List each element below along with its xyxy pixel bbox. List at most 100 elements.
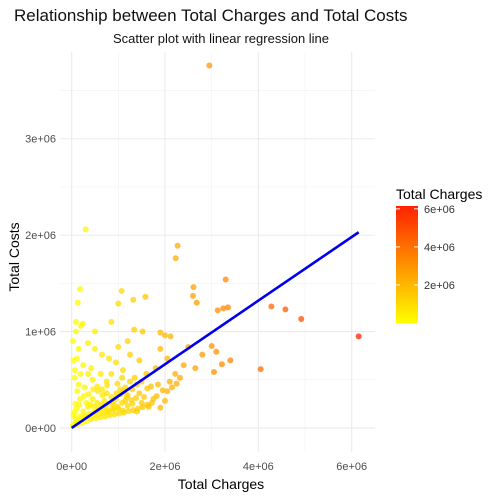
data-point: [76, 401, 83, 408]
data-point: [257, 366, 264, 373]
y-tick-label: 0e+00: [25, 423, 56, 435]
data-point: [131, 326, 138, 333]
x-tick-label: 6e+06: [336, 461, 367, 473]
data-point: [108, 318, 115, 325]
data-point: [108, 370, 115, 377]
data-point: [206, 62, 213, 69]
data-point: [114, 403, 121, 410]
data-point: [74, 299, 81, 306]
data-point: [190, 292, 196, 299]
x-tick-label: 0e+00: [56, 461, 87, 473]
data-point: [176, 374, 183, 381]
data-point: [99, 351, 105, 358]
data-point: [75, 381, 82, 388]
data-point: [136, 390, 143, 397]
regression-line: [70, 231, 360, 429]
data-point: [213, 348, 220, 355]
colorbar-ticks: 2e+06 4e+06 6e+06: [396, 204, 455, 292]
data-point: [174, 242, 181, 249]
data-point: [99, 392, 106, 399]
data-point: [220, 305, 227, 312]
x-axis-title: Total Charges: [178, 476, 264, 492]
data-point: [115, 300, 122, 307]
data-point: [131, 374, 138, 381]
data-point: [157, 345, 164, 352]
data-point: [162, 332, 168, 339]
data-point: [77, 370, 84, 377]
data-point: [225, 304, 231, 311]
chart-title: Relationship between Total Charges and T…: [14, 6, 407, 25]
data-point: [119, 374, 126, 381]
y-tick-label: 3e+06: [25, 134, 56, 146]
data-point: [106, 355, 112, 362]
x-axis-ticks: 0e+00 2e+06 4e+06 6e+06: [56, 461, 367, 473]
data-point: [208, 342, 215, 349]
data-point: [77, 286, 84, 293]
data-point: [227, 357, 234, 364]
data-point: [119, 399, 126, 406]
data-point: [113, 359, 119, 366]
data-point: [141, 394, 147, 401]
data-point: [282, 306, 289, 313]
x-tick-label: 4e+06: [243, 461, 274, 473]
data-point: [155, 381, 161, 388]
data-point: [80, 393, 87, 400]
colorbar-tick-label: 6e+06: [424, 204, 455, 216]
data-point: [120, 367, 126, 374]
data-point: [153, 393, 160, 400]
y-axis-ticks: 0e+00 1e+06 2e+06 3e+06: [25, 134, 56, 435]
data-point: [144, 401, 151, 408]
y-tick-label: 1e+06: [25, 327, 56, 339]
data-point: [128, 396, 135, 403]
data-point: [162, 397, 168, 404]
data-point: [89, 395, 96, 402]
y-axis-title: Total Costs: [6, 222, 22, 291]
data-point: [85, 391, 92, 398]
data-point: [211, 369, 217, 375]
data-point: [97, 370, 104, 377]
data-point: [102, 413, 109, 420]
data-point: [148, 399, 155, 406]
data-point: [74, 388, 81, 395]
data-point: [218, 361, 225, 368]
data-point: [70, 412, 77, 419]
data-point: [193, 299, 200, 306]
data-point: [116, 410, 123, 417]
data-point: [94, 383, 101, 390]
data-point: [157, 329, 164, 336]
colorbar-tick-label: 2e+06: [424, 280, 455, 292]
colorbar: [396, 206, 418, 323]
data-point: [104, 382, 111, 389]
data-point: [192, 365, 199, 372]
data-point: [139, 328, 146, 335]
data-point: [115, 343, 122, 350]
data-point: [71, 367, 78, 374]
data-point: [88, 416, 95, 423]
data-point: [111, 411, 118, 418]
data-point: [85, 340, 91, 347]
data-point: [166, 378, 173, 385]
data-point: [106, 412, 113, 419]
data-point: [222, 276, 229, 283]
data-point: [139, 404, 146, 411]
data-point: [124, 392, 131, 399]
data-point: [164, 355, 171, 362]
data-point: [92, 345, 98, 352]
data-point: [89, 376, 96, 383]
colorbar-tick-label: 4e+06: [424, 242, 455, 254]
data-point: [88, 365, 95, 372]
data-point: [97, 414, 104, 421]
colorbar-legend: Total Charges 2e+06 4e+06 6e+06: [396, 186, 482, 323]
data-point: [73, 355, 80, 362]
data-point: [130, 407, 137, 414]
data-point: [71, 374, 78, 381]
data-point: [118, 288, 125, 295]
data-point: [92, 415, 99, 422]
data-point: [199, 351, 206, 358]
data-point: [124, 402, 131, 409]
data-point: [173, 380, 180, 387]
data-point: [355, 333, 362, 340]
data-point: [85, 370, 91, 377]
data-point: [127, 378, 133, 385]
